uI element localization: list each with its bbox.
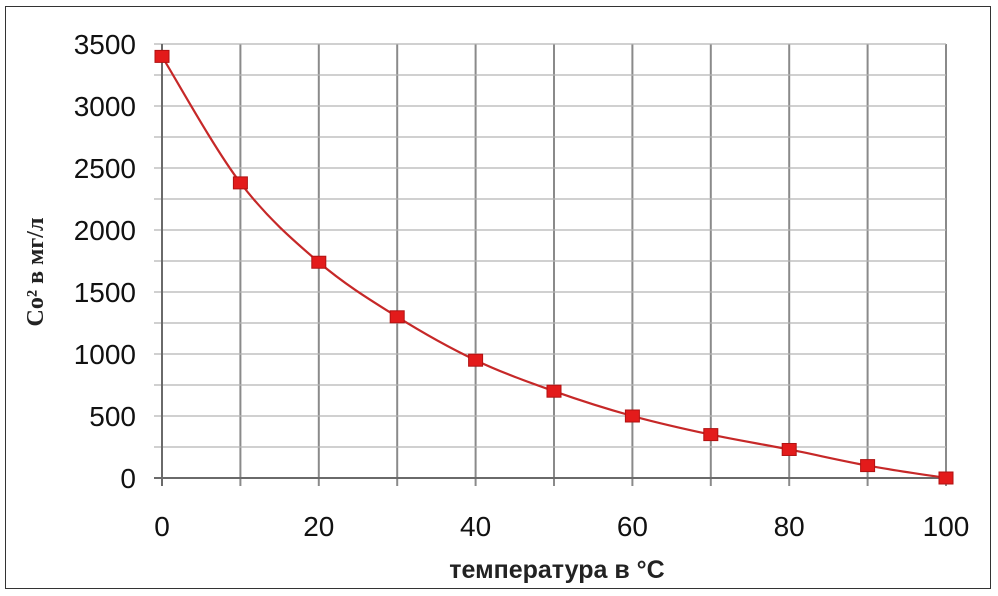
series-line xyxy=(161,55,947,480)
data-point-marker xyxy=(938,471,954,485)
data-point-marker xyxy=(860,459,876,473)
y-tick-label: 1500 xyxy=(74,277,136,308)
series xyxy=(154,49,954,485)
y-tick-label: 1000 xyxy=(74,339,136,370)
data-point-marker xyxy=(311,255,327,269)
grid xyxy=(154,43,947,486)
y-tick-label: 0 xyxy=(120,463,136,494)
y-axis-label: Co² в мг/л xyxy=(23,218,49,327)
x-tick-label: 0 xyxy=(154,511,170,542)
y-tick-label: 3000 xyxy=(74,91,136,122)
data-point-marker xyxy=(468,353,484,367)
data-point-marker xyxy=(624,409,640,423)
x-tick-label: 80 xyxy=(774,511,805,542)
axes xyxy=(154,44,946,486)
data-point-marker xyxy=(232,176,248,190)
x-tick-label: 20 xyxy=(303,511,334,542)
data-point-marker xyxy=(389,310,405,324)
data-point-marker xyxy=(781,442,797,456)
x-axis-label: температура в °C xyxy=(449,556,664,584)
x-tick-label: 40 xyxy=(460,511,491,542)
data-point-marker xyxy=(703,428,719,442)
y-tick-label: 3500 xyxy=(74,29,136,60)
y-tick-label: 2000 xyxy=(74,215,136,246)
x-tick-label: 60 xyxy=(617,511,648,542)
x-tick-label: 100 xyxy=(923,511,970,542)
chart-frame xyxy=(5,6,991,589)
data-point-marker xyxy=(154,49,170,63)
y-tick-label: 2500 xyxy=(74,153,136,184)
data-point-marker xyxy=(546,384,562,398)
y-tick-label: 500 xyxy=(89,401,136,432)
